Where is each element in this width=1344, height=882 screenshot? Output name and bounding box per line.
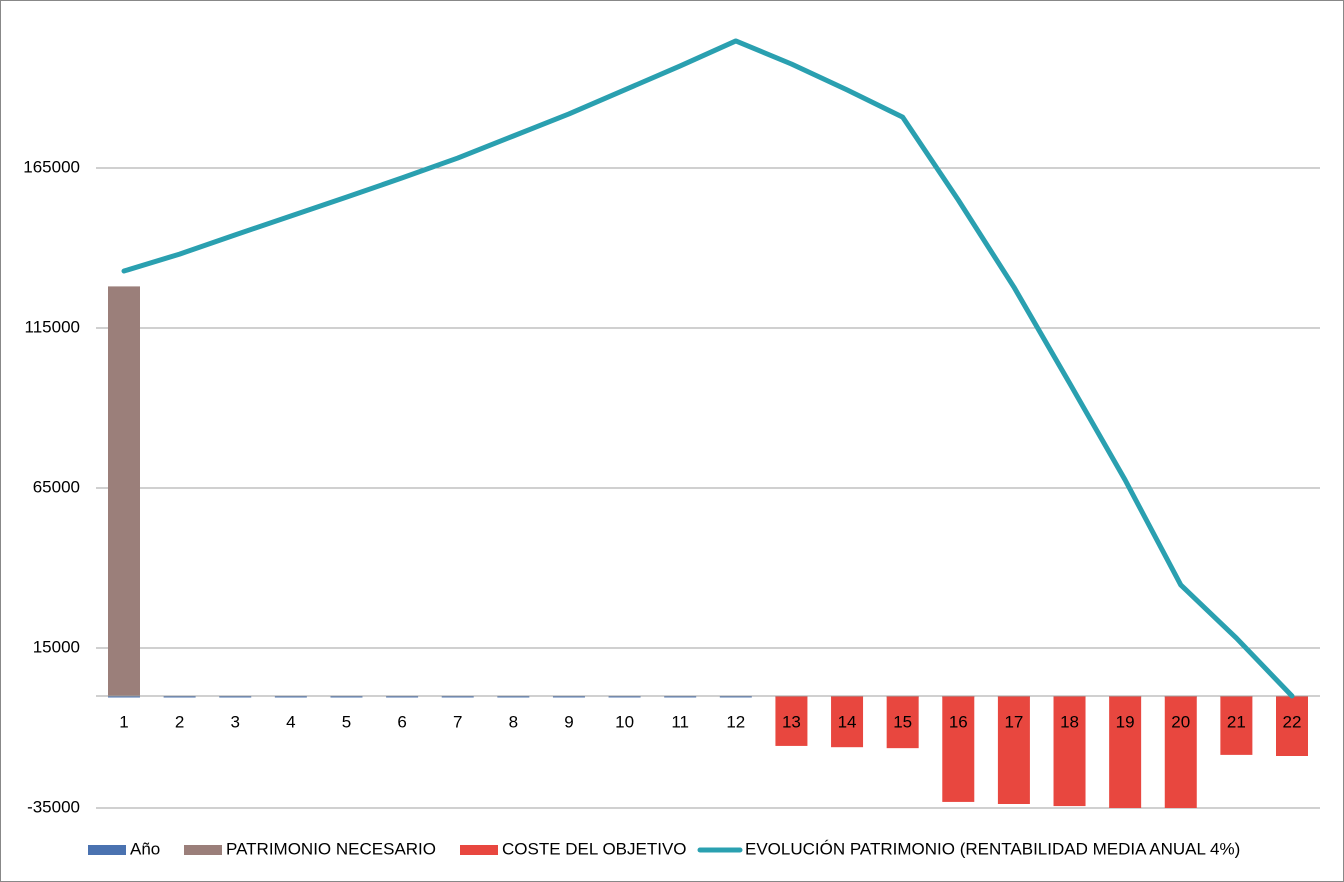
y-tick-label: 165000	[23, 157, 80, 176]
bar	[1276, 696, 1308, 756]
x-tick-label: 14	[838, 712, 857, 731]
x-tick-label: 3	[231, 712, 240, 731]
y-tick-label: 15000	[33, 637, 80, 656]
legend-label: PATRIMONIO NECESARIO	[226, 839, 436, 858]
legend-label: EVOLUCIÓN PATRIMONIO (RENTABILIDAD MEDIA…	[745, 839, 1240, 858]
x-tick-label: 19	[1116, 712, 1135, 731]
bar	[552, 695, 585, 698]
legend-swatch	[184, 845, 222, 855]
y-tick-label: -35000	[27, 797, 80, 816]
x-tick-label: 17	[1004, 712, 1023, 731]
legend-swatch	[460, 845, 498, 855]
x-tick-label: 5	[342, 712, 351, 731]
bar	[719, 695, 752, 698]
bar	[497, 695, 530, 698]
bar	[163, 695, 196, 698]
y-tick-label: 65000	[33, 477, 80, 496]
legend-label: COSTE DEL OBJETIVO	[502, 839, 687, 858]
bar	[1109, 696, 1142, 808]
legend-swatch	[88, 845, 126, 855]
bar	[886, 696, 919, 749]
bar	[219, 695, 252, 698]
x-tick-label: 4	[286, 712, 295, 731]
bar	[441, 695, 474, 698]
bar	[386, 695, 419, 698]
x-tick-label: 2	[175, 712, 184, 731]
x-tick-label: 13	[782, 712, 801, 731]
x-tick-label: 12	[726, 712, 745, 731]
x-tick-label: 8	[509, 712, 518, 731]
legend-label: Año	[130, 839, 160, 858]
line	[121, 38, 1295, 699]
bar	[608, 695, 641, 698]
bar	[775, 696, 808, 746]
x-tick-label: 6	[397, 712, 406, 731]
bar	[108, 286, 140, 696]
bar	[1053, 696, 1086, 807]
x-tick-label: 1	[119, 712, 128, 731]
x-tick-label: 20	[1171, 712, 1190, 731]
bar	[1164, 696, 1197, 808]
x-tick-label: 15	[893, 712, 912, 731]
bar	[942, 696, 975, 802]
x-tick-label: 10	[615, 712, 634, 731]
bar	[274, 695, 307, 698]
x-tick-label: 16	[949, 712, 968, 731]
bar	[1220, 696, 1253, 755]
x-tick-label: 22	[1283, 712, 1302, 731]
bar	[831, 696, 864, 748]
x-tick-label: 7	[453, 712, 462, 731]
y-tick-label: 115000	[25, 317, 80, 336]
x-tick-label: 18	[1060, 712, 1079, 731]
bar	[108, 695, 140, 698]
x-tick-label: 11	[671, 712, 689, 731]
bar	[330, 695, 363, 698]
bar	[664, 695, 697, 698]
bar	[997, 696, 1030, 804]
x-tick-label: 21	[1227, 712, 1246, 731]
x-tick-label: 9	[564, 712, 573, 731]
